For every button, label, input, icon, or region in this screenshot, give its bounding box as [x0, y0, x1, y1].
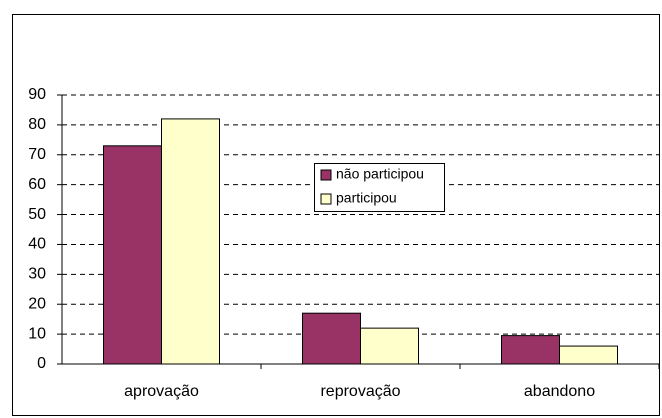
- legend: não participou participou: [314, 163, 445, 212]
- y-tick-label: 10: [28, 325, 46, 342]
- legend-swatch: [320, 193, 332, 205]
- bar: [302, 312, 361, 365]
- bar: [161, 118, 220, 365]
- legend-box: [314, 163, 445, 212]
- x-tick-label: abandono: [524, 383, 595, 400]
- y-tick-label: 70: [28, 146, 46, 163]
- legend-label: não participou: [336, 166, 424, 182]
- bar: [559, 345, 618, 365]
- y-tick-label: 80: [28, 116, 46, 133]
- bar: [360, 327, 419, 365]
- y-tick-label: 0: [37, 355, 46, 372]
- y-tick-label: 30: [28, 266, 46, 283]
- legend-swatch: [320, 169, 332, 181]
- y-tick-label: 20: [28, 295, 46, 312]
- y-tick-label: 90: [28, 86, 46, 103]
- y-tick-label: 60: [28, 176, 46, 193]
- y-tick-label: 50: [28, 206, 46, 223]
- legend-label: participou: [336, 190, 397, 206]
- bar: [103, 145, 162, 365]
- bar: [501, 335, 560, 365]
- y-tick-label: 40: [28, 236, 46, 253]
- x-tick-label: aprovação: [124, 383, 199, 400]
- x-tick-label: reprovação: [320, 383, 400, 400]
